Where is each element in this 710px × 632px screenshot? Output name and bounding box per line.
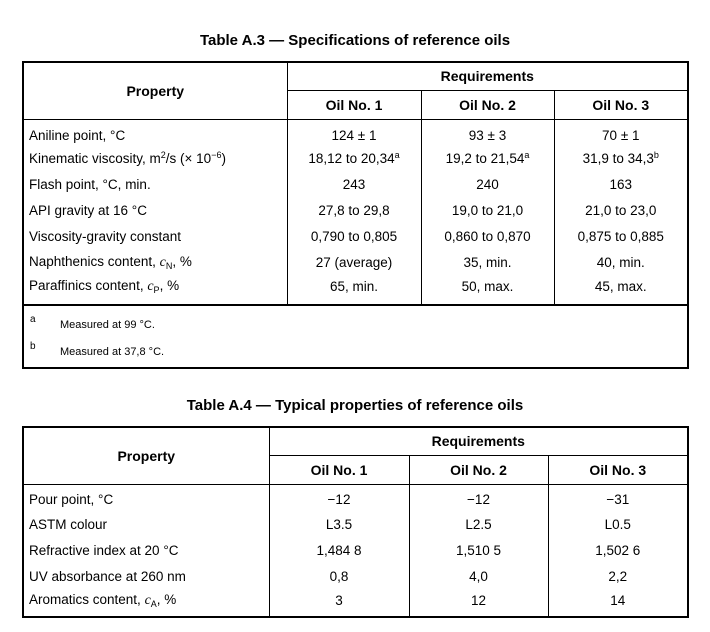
row-value-oil-1: 0,790 to 0,805 [286,223,421,249]
table-row: API gravity at 16 °C 27,8 to 29,8 19,0 t… [23,197,689,223]
table-row: Viscosity-gravity constant 0,790 to 0,80… [23,223,689,249]
row-value-oil-1: 1,484 8 [268,537,409,563]
row-value-oil-2: −12 [408,484,548,511]
row-value-oil-3: 14 [547,589,689,617]
row-property: Pour point, °C [29,492,114,508]
oil-2-header: Oil No. 2 [408,455,548,485]
row-value-oil-2: 4,0 [408,563,548,589]
table-a4-caption: Table A.4 — Typical properties of refere… [186,397,524,414]
row-value-oil-1: 124 ± 1 [286,119,421,145]
row-property: Paraffinics content, cP, % [29,278,180,295]
table-row: Aniline point, °C 124 ± 1 93 ± 3 70 ± 1 [23,119,689,145]
row-value-oil-1: −12 [268,484,409,511]
row-value-oil-3: 31,9 to 34,3b [553,145,689,171]
table-row: Flash point, °C, min. 243 240 163 [23,171,689,197]
row-value-oil-2: 19,0 to 21,0 [420,197,554,223]
row-property: API gravity at 16 °C [29,202,147,218]
row-value-oil-1: 3 [268,589,409,617]
row-value-oil-2: 35, min. [420,249,554,275]
row-property: ASTM colour [29,516,108,532]
row-value-oil-3: 1,502 6 [547,537,689,563]
row-value-oil-3: 2,2 [547,563,689,589]
table-row: ASTM colour L3.5 L2.5 L0.5 [23,511,689,537]
row-value-oil-3: −31 [547,484,689,511]
row-value-oil-1: 0,8 [268,563,409,589]
row-value-oil-2: 12 [408,589,548,617]
property-header: Property [23,427,269,485]
row-property: Aromatics content, cA, % [29,592,177,609]
oil-2-header: Oil No. 2 [420,90,554,120]
requirements-header: Requirements [286,62,689,91]
table-row: Refractive index at 20 °C 1,484 8 1,510 … [23,537,689,563]
footnote-text: Measured at 99 °C. [60,319,155,331]
row-property: Aniline point, °C [29,127,126,143]
table-row: UV absorbance at 260 nm 0,8 4,0 2,2 [23,563,689,589]
table-row: Paraffinics content, cP, % 65, min. 50, … [23,275,689,305]
footnote-text: Measured at 37,8 °C. [60,346,165,358]
table-a3: Property Requirements Oil No. 1 Oil No. … [22,61,690,369]
row-value-oil-2: 0,860 to 0,870 [420,223,554,249]
row-value-oil-2: L2.5 [408,511,548,537]
row-value-oil-2: 240 [420,171,554,197]
row-value-oil-3: 163 [553,171,689,197]
oil-3-header: Oil No. 3 [553,90,689,120]
row-value-oil-3: 21,0 to 23,0 [553,197,689,223]
row-value-oil-2: 50, max. [420,275,554,305]
row-value-oil-2: 19,2 to 21,54a [420,145,554,171]
row-value-oil-3: 45, max. [553,275,689,305]
row-value-oil-3: 70 ± 1 [553,119,689,145]
footnote-mark: b [30,341,36,352]
row-value-oil-2: 1,510 5 [408,537,548,563]
property-header: Property [23,62,287,120]
row-value-oil-1: 27,8 to 29,8 [286,197,421,223]
row-value-oil-1: 27 (average) [286,249,421,275]
row-value-oil-3: 0,875 to 0,885 [553,223,689,249]
row-value-oil-1: 243 [286,171,421,197]
oil-1-header: Oil No. 1 [286,90,421,120]
row-property: Refractive index at 20 °C [29,542,179,558]
row-value-oil-1: 65, min. [286,275,421,305]
table-row: Pour point, °C −12 −12 −31 [23,484,689,511]
oil-1-header: Oil No. 1 [268,455,409,485]
row-property: Naphthenics content, cN, % [29,253,192,271]
row-property: Viscosity-gravity constant [29,228,182,244]
table-a4: Property Requirements Oil No. 1 Oil No. … [22,426,690,618]
table-row: Kinematic viscosity, m2/s (× 10−6) 18,12… [23,145,689,171]
row-value-oil-1: L3.5 [268,511,409,537]
row-property: UV absorbance at 260 nm [29,568,186,584]
row-value-oil-1: 18,12 to 20,34a [286,145,421,171]
footnote-mark: a [30,314,36,325]
table-a3-caption: Table A.3 — Specifications of reference … [199,32,511,49]
row-value-oil-3: 40, min. [553,249,689,275]
row-property: Kinematic viscosity, m2/s (× 10−6) [29,149,226,166]
oil-3-header: Oil No. 3 [547,455,689,485]
row-value-oil-3: L0.5 [547,511,689,537]
row-value-oil-2: 93 ± 3 [420,119,554,145]
requirements-header: Requirements [268,427,689,456]
table-row: Aromatics content, cA, % 3 12 14 [23,589,689,617]
row-property: Flash point, °C, min. [29,176,151,192]
footnotes: a Measured at 99 °C. b Measured at 37,8 … [23,304,689,368]
table-row: Naphthenics content, cN, % 27 (average) … [23,249,689,275]
